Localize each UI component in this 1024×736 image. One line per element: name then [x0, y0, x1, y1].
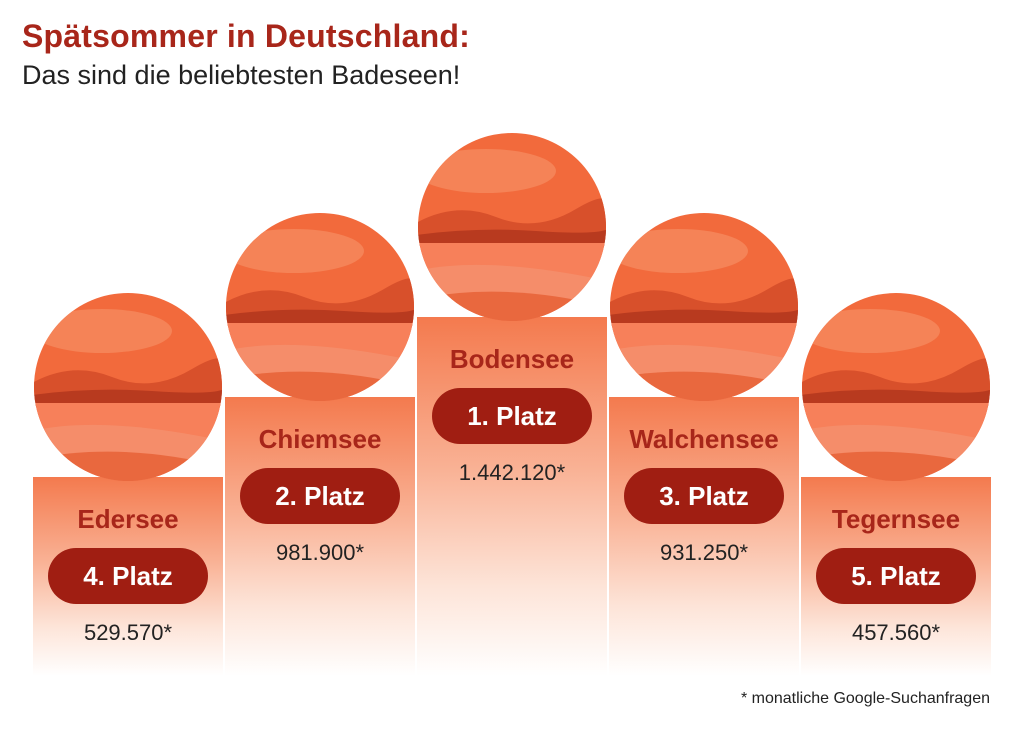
value-label: 1.442.120*: [458, 460, 566, 485]
lake-photo-icon: [802, 293, 990, 481]
podium-column: Chiemsee 2. Platz 981.900*: [225, 397, 415, 676]
rank-badge: 5. Platz: [816, 548, 976, 604]
footnote: * monatliche Google-Suchanfragen: [740, 690, 990, 707]
rank-badge: 3. Platz: [624, 468, 784, 524]
chart-subtitle: Das sind die beliebtesten Badeseen!: [22, 60, 461, 90]
podium-column: Edersee 4. Platz 529.570*: [33, 477, 223, 676]
lake-photo-icon: [610, 213, 798, 401]
podium-column: Tegernsee 5. Platz 457.560*: [801, 477, 991, 676]
lake-name: Walchensee: [629, 424, 779, 454]
lake-name: Bodensee: [449, 344, 575, 374]
lake-photo-icon: [226, 213, 414, 401]
value-label: 457.560*: [851, 620, 941, 645]
value-label: 981.900*: [275, 540, 365, 565]
value-label: 931.250*: [659, 540, 749, 565]
chart-title: Spätsommer in Deutschland:: [22, 18, 470, 54]
lake-name: Tegernsee: [831, 504, 961, 534]
lake-photo-icon: [34, 293, 222, 481]
rank-badge: 4. Platz: [48, 548, 208, 604]
rank-badge: 2. Platz: [240, 468, 400, 524]
value-label: 529.570*: [83, 620, 173, 645]
lake-photo-icon: [418, 133, 606, 321]
podium-column: Bodensee 1. Platz 1.442.120*: [417, 317, 607, 676]
lake-name: Edersee: [77, 504, 179, 534]
podium-column: Walchensee 3. Platz 931.250*: [609, 397, 799, 676]
rank-badge: 1. Platz: [432, 388, 592, 444]
lake-name: Chiemsee: [258, 424, 382, 454]
